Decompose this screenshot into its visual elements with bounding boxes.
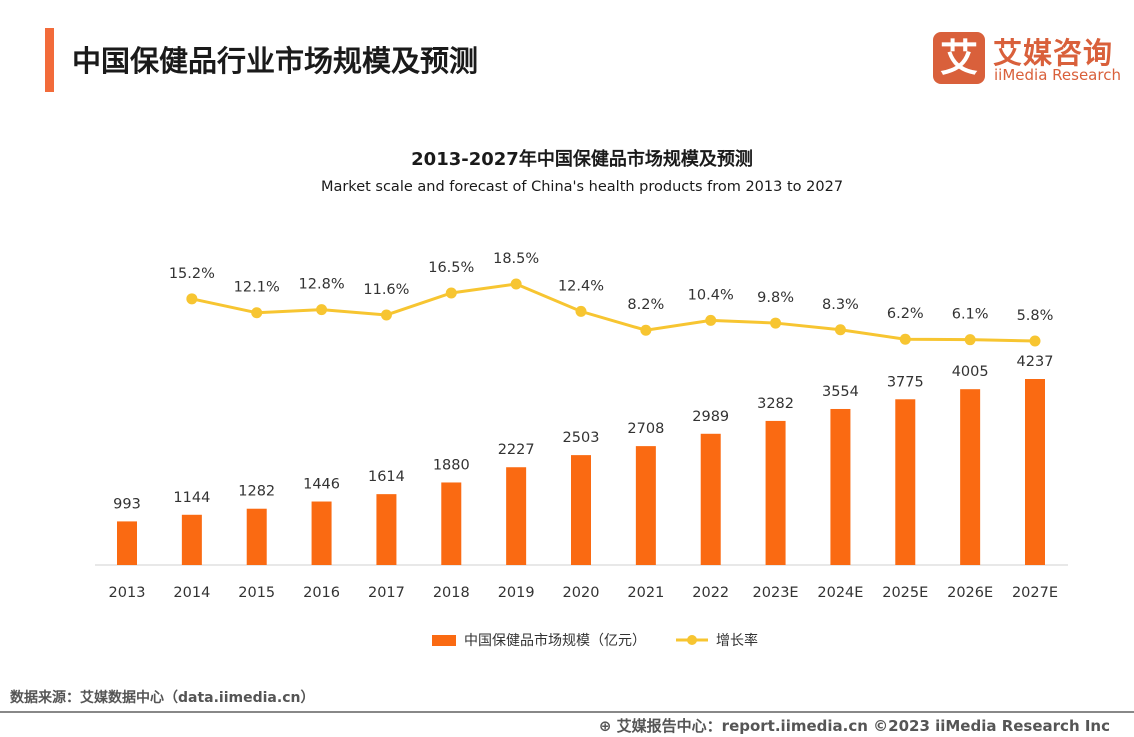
growth-rate-point — [640, 324, 652, 336]
globe-icon: ⊕ — [598, 717, 612, 735]
x-tick-label: 2020 — [563, 585, 600, 601]
x-tick-label: 2024E — [817, 585, 863, 601]
x-tick-label: 2015 — [238, 585, 275, 601]
growth-rate-label: 18.5% — [493, 251, 539, 267]
bar — [376, 494, 397, 565]
x-tick-label: 2021 — [627, 585, 664, 601]
growth-rate-label: 8.3% — [822, 297, 859, 313]
bar-data-label: 4005 — [952, 364, 989, 380]
x-tick-label: 2013 — [109, 585, 146, 601]
chart-title: 2013-2027年中国保健品市场规模及预测 — [411, 149, 753, 170]
growth-rate-point — [186, 293, 198, 305]
x-tick-label: 2026E — [947, 585, 993, 601]
legend-bar-swatch — [432, 634, 456, 646]
bar-data-label: 3282 — [757, 396, 794, 412]
bar-data-label: 2708 — [627, 421, 664, 437]
legend-line-label: 增长率 — [716, 633, 758, 649]
x-tick-label: 2023E — [753, 585, 799, 601]
growth-rate-label: 12.8% — [299, 277, 345, 293]
bar-data-label: 1446 — [303, 477, 340, 493]
bar — [960, 389, 981, 565]
bar — [895, 399, 916, 565]
bar-data-label: 1282 — [238, 484, 275, 500]
growth-rate-point — [1029, 335, 1041, 347]
growth-rate-label: 6.2% — [887, 306, 924, 322]
logo-en-text: iiMedia Research — [994, 66, 1121, 84]
growth-rate-label: 5.8% — [1017, 308, 1054, 324]
x-tick-label: 2017 — [368, 585, 405, 601]
title-accent-bar — [45, 28, 54, 92]
growth-rate-point — [316, 304, 328, 316]
bar-data-label: 2503 — [563, 430, 600, 446]
growth-rate-point — [705, 314, 717, 326]
bar-data-label: 1614 — [368, 469, 405, 485]
page-title: 中国保健品行业市场规模及预测 — [72, 44, 479, 78]
bar — [1025, 379, 1045, 565]
growth-rate-point — [770, 317, 782, 329]
bar — [117, 521, 137, 565]
x-tick-label: 2025E — [882, 585, 928, 601]
data-source: 数据来源：艾媒数据中心（data.iimedia.cn） — [10, 690, 315, 706]
x-tick-label: 2027E — [1012, 585, 1058, 601]
iimedia-logo: 艾 艾媒咨询 iiMedia Research — [933, 32, 1123, 86]
logo-cn-text: 艾媒咨询 — [993, 36, 1114, 70]
bar — [765, 420, 786, 565]
bar — [506, 467, 527, 565]
bar-data-label: 2989 — [692, 409, 729, 425]
growth-rate-point — [251, 307, 263, 319]
logo-mark: 艾 — [933, 32, 985, 84]
bar-data-label: 1880 — [433, 457, 470, 473]
growth-rate-point — [575, 305, 587, 317]
growth-rate-label: 12.1% — [234, 280, 280, 296]
bar-data-label: 3554 — [822, 384, 859, 400]
x-tick-label: 2019 — [498, 585, 535, 601]
bar — [830, 408, 851, 565]
growth-rate-label: 11.6% — [363, 282, 409, 298]
bar-data-label: 2227 — [498, 442, 535, 458]
bar-data-label: 3775 — [887, 374, 924, 390]
bar-data-label: 4237 — [1017, 354, 1054, 370]
legend: 中国保健品市场规模（亿元） 增长率 — [432, 630, 758, 650]
growth-rate-label: 9.8% — [757, 290, 794, 306]
growth-rate-point — [510, 278, 522, 290]
bar — [246, 508, 267, 565]
bar — [181, 514, 202, 565]
x-tick-label: 2022 — [692, 585, 729, 601]
chart-subtitle: Market scale and forecast of China's hea… — [320, 179, 844, 195]
footer-text: 艾媒报告中心：report.iimedia.cn ©2023 iiMedia R… — [616, 717, 1110, 735]
growth-rate-point — [445, 287, 457, 299]
legend-bar-label: 中国保健品市场规模（亿元） — [464, 633, 646, 649]
bar — [635, 446, 656, 565]
bar-data-label: 1144 — [173, 490, 210, 506]
growth-rate-label: 8.2% — [627, 297, 664, 313]
growth-rate-point — [380, 309, 392, 321]
footer: ⊕ 艾媒报告中心：report.iimedia.cn ©2023 iiMedia… — [599, 715, 1110, 736]
footer-divider — [0, 711, 1134, 713]
growth-rate-point — [834, 324, 846, 336]
x-tick-label: 2014 — [173, 585, 210, 601]
x-tick-label: 2016 — [303, 585, 340, 601]
growth-rate-label: 15.2% — [169, 266, 215, 282]
growth-rate-point — [899, 333, 911, 345]
bar — [700, 433, 721, 565]
growth-rate-point — [964, 334, 976, 346]
growth-rate-line — [191, 282, 1036, 343]
bar — [571, 455, 591, 565]
bar — [311, 501, 332, 565]
growth-rate-label: 6.1% — [952, 307, 989, 323]
bar — [441, 482, 462, 565]
growth-rate-label: 12.4% — [558, 278, 604, 294]
growth-rate-label: 10.4% — [688, 287, 734, 303]
bar-data-label: 993 — [113, 496, 141, 512]
legend-line-swatch — [676, 635, 708, 645]
growth-rate-label: 16.5% — [428, 260, 474, 276]
x-tick-label: 2018 — [433, 585, 470, 601]
